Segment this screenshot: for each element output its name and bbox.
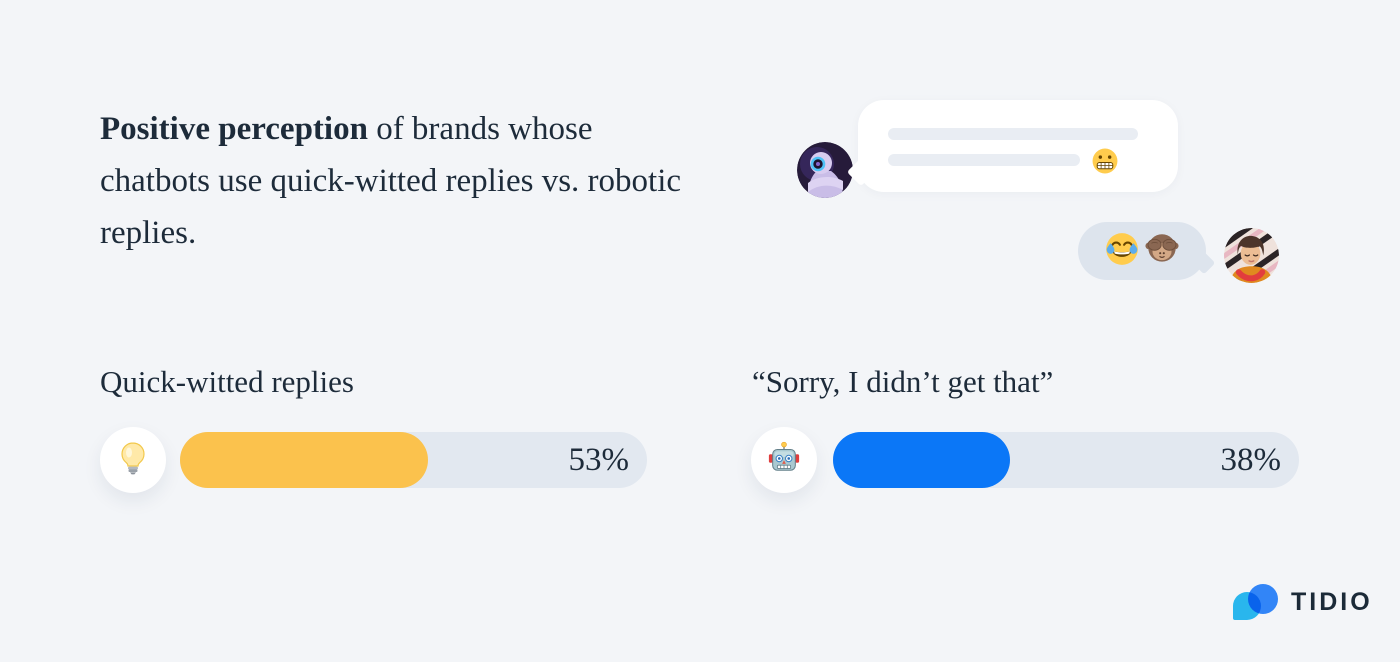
robot-badge [751, 427, 817, 493]
light-bulb-badge [100, 427, 166, 493]
bar-fill-quick-witted [180, 432, 428, 488]
tidio-wordmark: TIDIO [1291, 587, 1373, 616]
see-no-evil-monkey-emoji [1143, 230, 1181, 273]
logo-bubble-cyan [1233, 592, 1261, 620]
bar-value-robotic: 38% [1220, 442, 1282, 478]
page-title: Positive perception of brands whose chat… [100, 103, 695, 259]
bar-value-quick-witted: 53% [568, 442, 630, 478]
bar-label-quick-witted: Quick-witted replies [100, 364, 354, 399]
person-photo-avatar [1224, 228, 1279, 283]
bar-track-quick-witted: 53% [180, 432, 647, 488]
tidio-logo-mark-icon [1233, 584, 1278, 620]
user-chat-bubble [1078, 222, 1206, 280]
grimacing-face-emoji [1091, 147, 1119, 180]
robot-photo-avatar [797, 142, 853, 198]
bar-label-robotic: “Sorry, I didn’t get that” [752, 364, 1054, 399]
face-with-tears-of-joy-emoji [1103, 230, 1141, 273]
bar-track-robotic: 38% [833, 432, 1299, 488]
skeleton-text-line [888, 128, 1138, 140]
page-title-bold: Positive perception [100, 111, 368, 147]
robot-face-emoji [767, 441, 801, 480]
skeleton-text-line [888, 154, 1080, 166]
robot-avatar-icon [797, 142, 853, 198]
bar-fill-robotic [833, 432, 1011, 488]
person-avatar-icon [1224, 228, 1279, 283]
tidio-logo: TIDIO [1233, 584, 1373, 620]
light-bulb-emoji [115, 440, 151, 481]
page-title-rest: of brands whose chatbots use quick-witte… [100, 111, 682, 251]
bot-chat-bubble [858, 100, 1178, 192]
